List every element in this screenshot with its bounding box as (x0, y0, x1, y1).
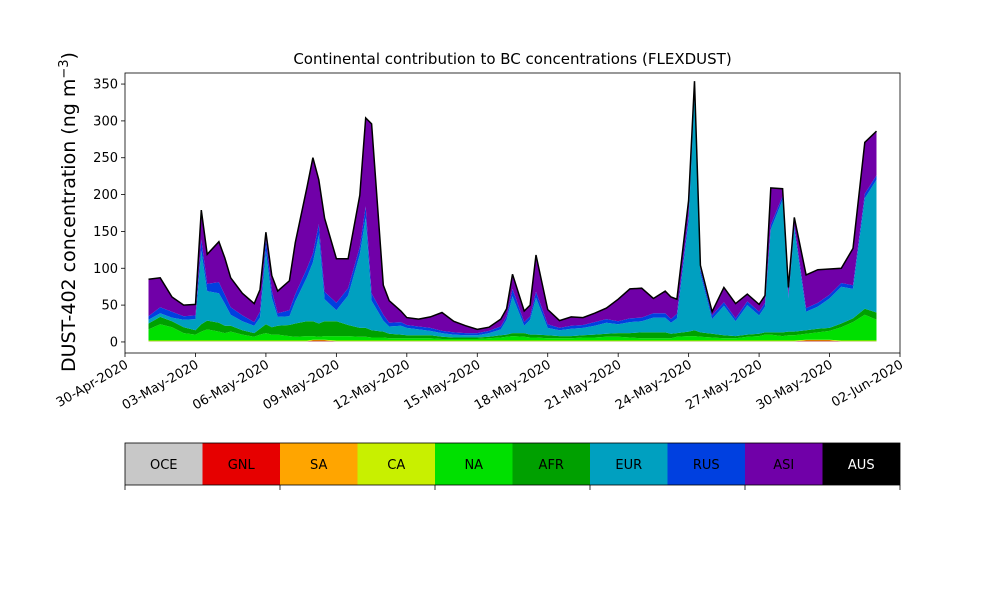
legend-swatch-sa (280, 443, 358, 485)
y-tick-label: 200 (93, 188, 118, 203)
legend-label-gnl: GNL (228, 458, 256, 473)
legend-swatch-asi (745, 443, 823, 485)
y-tick-label: 150 (93, 225, 118, 240)
legend-swatch-na (435, 443, 513, 485)
area-oce (148, 341, 877, 342)
y-axis-label-close: ) (58, 52, 80, 59)
y-tick-label: 100 (93, 262, 118, 277)
x-tick-label: 09-May-2020 (261, 357, 343, 413)
x-tick-label: 02-Jun-2020 (829, 357, 906, 410)
legend-label-rus: RUS (693, 458, 720, 473)
y-axis-label-text: DUST-402 concentration (ng m (58, 79, 80, 372)
legend-swatch-eur (590, 443, 668, 485)
area-afr (148, 308, 877, 339)
x-tick-label: 15-May-2020 (402, 357, 484, 413)
legend-swatch-rus (667, 443, 745, 485)
area-gnl (148, 340, 877, 342)
area-asi (148, 81, 877, 334)
legend-label-sa: SA (310, 458, 327, 473)
x-tick-label: 21-May-2020 (543, 357, 625, 413)
legend-label-ca: CA (387, 458, 405, 473)
legend-label-oce: OCE (150, 458, 178, 473)
legend-swatch-aus (822, 443, 900, 485)
x-tick-label: 03-May-2020 (120, 357, 202, 413)
plot-frame (124, 72, 901, 354)
legend-label-eur: EUR (615, 458, 642, 473)
y-tick-label: 0 (110, 335, 118, 350)
area-ca (148, 339, 877, 342)
area-na (148, 314, 877, 341)
y-tick-label: 250 (93, 151, 118, 166)
x-tick-label: 06-May-2020 (190, 357, 272, 413)
area-eur (148, 94, 877, 338)
legend-swatch-oce (125, 443, 203, 485)
legend-swatch-ca (357, 443, 435, 485)
plot-area (148, 81, 878, 342)
chart-title: Continental contribution to BC concentra… (293, 50, 731, 68)
x-tick-label: 30-May-2020 (754, 357, 836, 413)
x-tick-label: 12-May-2020 (331, 357, 413, 413)
legend-swatch-gnl (202, 443, 280, 485)
y-tick-label: 350 (93, 78, 118, 93)
x-tick-label: 24-May-2020 (613, 357, 695, 413)
legend-label-aus: AUS (848, 458, 875, 473)
x-tick-label: 18-May-2020 (472, 357, 554, 413)
y-tick-label: 300 (93, 114, 118, 129)
legend-colorbar: OCE GNL SA CA NA AFR EUR RUS ASI AUS (124, 442, 901, 490)
legend-frame (124, 442, 901, 486)
legend-label-na: NA (464, 458, 483, 473)
y-tick-label: 50 (101, 299, 118, 314)
y-axis-label-unit-exponent: −3 (57, 59, 72, 78)
x-tick-label: 27-May-2020 (683, 357, 765, 413)
legend-label-afr: AFR (539, 458, 564, 473)
y-axis-label: DUST-402 concentration (ng m−3) (57, 52, 80, 372)
legend-swatch-afr (512, 443, 590, 485)
legend-label-asi: ASI (773, 458, 794, 473)
total-line (148, 81, 878, 331)
